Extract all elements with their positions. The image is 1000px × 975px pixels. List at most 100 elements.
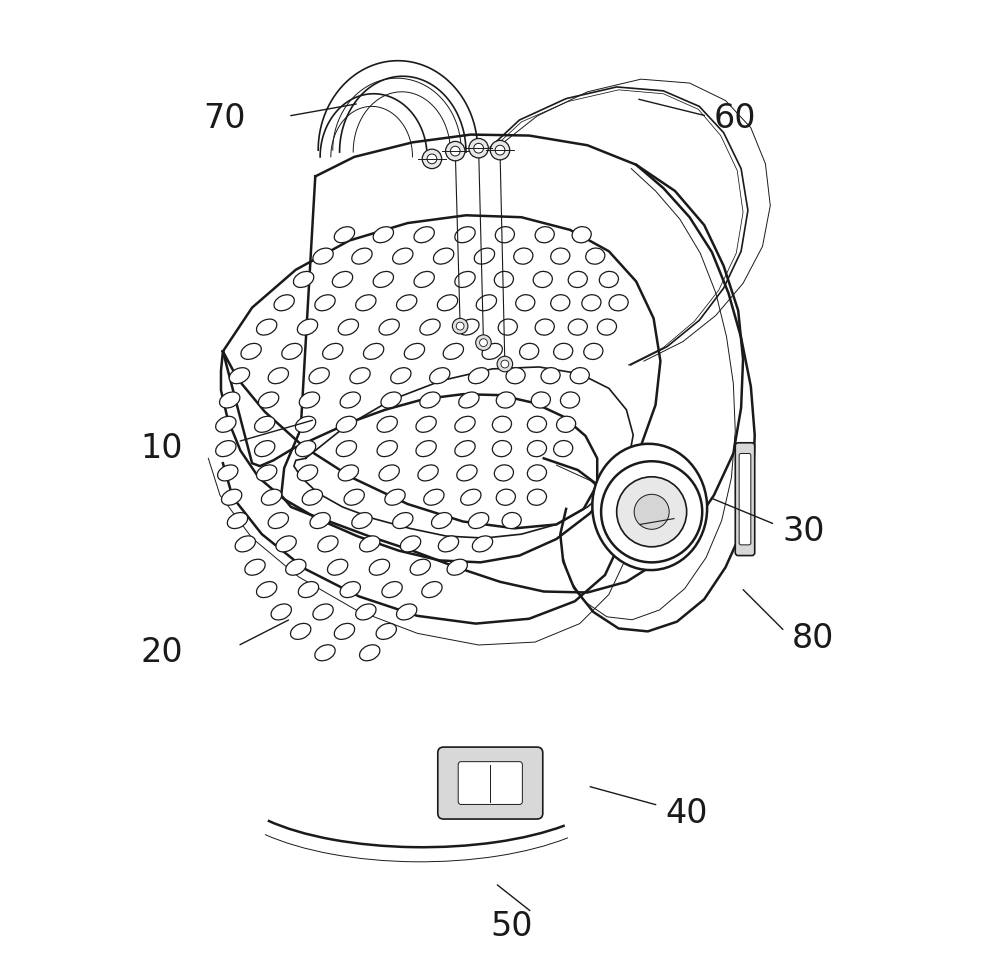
Ellipse shape <box>373 271 394 288</box>
Ellipse shape <box>459 319 479 335</box>
Ellipse shape <box>332 271 353 288</box>
Circle shape <box>456 322 464 330</box>
Ellipse shape <box>323 343 343 360</box>
Ellipse shape <box>438 536 459 552</box>
Circle shape <box>501 360 509 368</box>
Ellipse shape <box>218 465 238 481</box>
Ellipse shape <box>393 513 413 528</box>
Ellipse shape <box>447 560 467 575</box>
Ellipse shape <box>599 271 618 288</box>
Ellipse shape <box>336 441 357 456</box>
Ellipse shape <box>420 319 440 335</box>
Ellipse shape <box>459 392 479 408</box>
Circle shape <box>617 477 687 547</box>
Ellipse shape <box>282 343 302 360</box>
Ellipse shape <box>396 294 417 311</box>
Ellipse shape <box>482 343 502 360</box>
Ellipse shape <box>309 368 329 384</box>
FancyBboxPatch shape <box>735 443 755 556</box>
Ellipse shape <box>216 416 236 432</box>
Circle shape <box>634 494 669 529</box>
Ellipse shape <box>527 416 547 432</box>
Ellipse shape <box>472 536 493 552</box>
Ellipse shape <box>476 294 497 311</box>
Ellipse shape <box>377 441 397 456</box>
Ellipse shape <box>393 248 413 264</box>
Ellipse shape <box>502 513 521 528</box>
Ellipse shape <box>514 248 533 264</box>
Ellipse shape <box>455 416 475 432</box>
Text: 30: 30 <box>782 515 824 548</box>
Ellipse shape <box>404 343 425 360</box>
Ellipse shape <box>360 644 380 661</box>
Ellipse shape <box>468 368 489 384</box>
Ellipse shape <box>568 319 587 335</box>
Ellipse shape <box>379 319 399 335</box>
Ellipse shape <box>377 416 397 432</box>
Ellipse shape <box>414 227 434 243</box>
Ellipse shape <box>385 489 405 505</box>
Ellipse shape <box>437 294 458 311</box>
Ellipse shape <box>363 343 384 360</box>
Ellipse shape <box>356 294 376 311</box>
Text: 10: 10 <box>140 432 183 465</box>
Ellipse shape <box>531 392 550 409</box>
Ellipse shape <box>592 444 707 570</box>
Ellipse shape <box>455 441 475 456</box>
Ellipse shape <box>350 368 370 384</box>
Text: 80: 80 <box>792 622 834 654</box>
Ellipse shape <box>584 343 603 360</box>
Ellipse shape <box>414 271 434 288</box>
Ellipse shape <box>229 368 250 384</box>
Ellipse shape <box>468 513 489 528</box>
Ellipse shape <box>356 604 376 620</box>
Ellipse shape <box>443 343 464 360</box>
Ellipse shape <box>433 248 454 264</box>
Ellipse shape <box>297 319 318 335</box>
Ellipse shape <box>535 319 554 335</box>
Ellipse shape <box>535 226 554 243</box>
Ellipse shape <box>560 392 580 409</box>
Ellipse shape <box>221 489 242 505</box>
Ellipse shape <box>313 248 333 264</box>
Ellipse shape <box>373 227 394 243</box>
Ellipse shape <box>496 489 515 505</box>
Ellipse shape <box>609 294 628 311</box>
Ellipse shape <box>310 513 330 528</box>
Ellipse shape <box>220 392 240 408</box>
Ellipse shape <box>418 465 438 481</box>
Ellipse shape <box>416 416 436 432</box>
Ellipse shape <box>570 368 589 384</box>
Ellipse shape <box>557 416 576 432</box>
Ellipse shape <box>496 392 515 409</box>
FancyBboxPatch shape <box>458 761 522 804</box>
Ellipse shape <box>338 465 359 481</box>
Ellipse shape <box>494 271 513 288</box>
Ellipse shape <box>420 392 440 408</box>
Ellipse shape <box>424 489 444 505</box>
Circle shape <box>474 143 483 153</box>
Circle shape <box>469 138 488 158</box>
Ellipse shape <box>298 581 319 598</box>
Ellipse shape <box>344 489 364 505</box>
Circle shape <box>495 145 505 155</box>
Ellipse shape <box>541 368 560 384</box>
Circle shape <box>427 154 437 164</box>
Ellipse shape <box>572 226 591 243</box>
Ellipse shape <box>352 248 372 264</box>
Text: 40: 40 <box>665 797 708 830</box>
Text: 60: 60 <box>714 101 756 135</box>
Ellipse shape <box>381 392 401 408</box>
Ellipse shape <box>422 581 442 598</box>
Ellipse shape <box>295 441 316 456</box>
Circle shape <box>476 334 491 350</box>
Ellipse shape <box>382 581 402 598</box>
Ellipse shape <box>360 536 380 552</box>
Ellipse shape <box>416 441 436 456</box>
Ellipse shape <box>241 343 261 360</box>
Ellipse shape <box>520 343 539 360</box>
Ellipse shape <box>506 368 525 384</box>
Ellipse shape <box>338 319 359 335</box>
Ellipse shape <box>352 513 372 528</box>
Ellipse shape <box>379 465 399 481</box>
